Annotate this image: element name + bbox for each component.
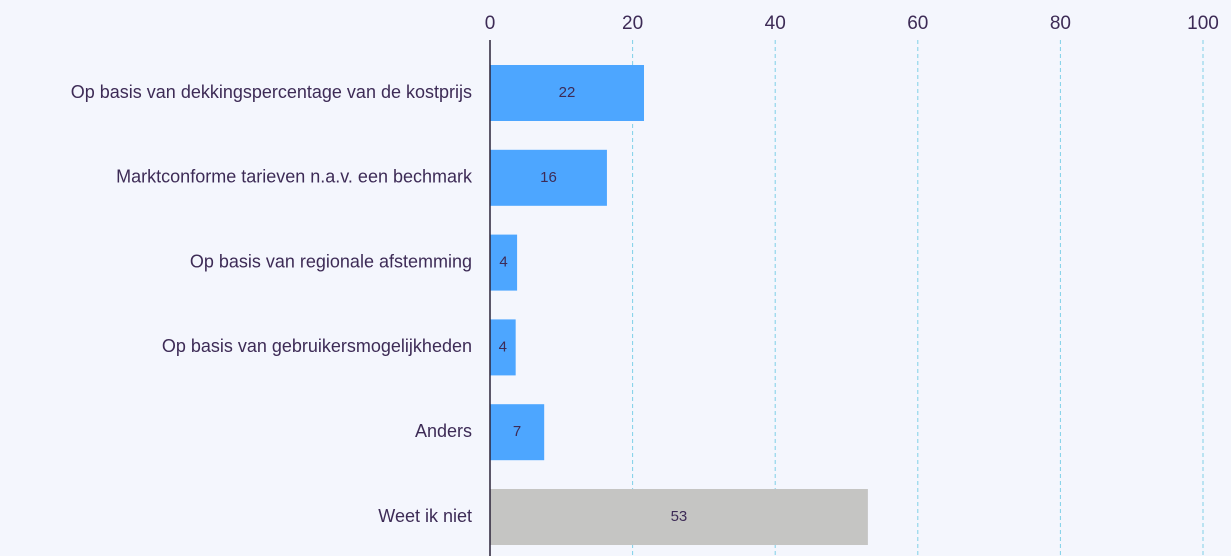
y-tick-label: Anders — [415, 421, 472, 441]
data-label: 53 — [671, 508, 688, 525]
x-tick-label: 100 — [1187, 13, 1219, 34]
bar — [490, 404, 545, 461]
data-label: 22 — [559, 84, 576, 101]
y-tick-label: Weet ik niet — [378, 506, 472, 526]
bar — [490, 489, 868, 545]
data-label: 16 — [540, 169, 557, 186]
y-tick-label: Op basis van dekkingspercentage van de k… — [71, 82, 472, 102]
data-label: 4 — [499, 254, 507, 271]
data-label: 7 — [513, 423, 521, 440]
y-tick-label: Marktconforme tarieven n.a.v. een bechma… — [116, 167, 473, 187]
x-tick-label: 60 — [907, 13, 928, 34]
x-tick-label: 20 — [622, 13, 643, 34]
bar — [490, 149, 607, 206]
data-label: 4 — [499, 338, 507, 355]
bar — [490, 234, 518, 291]
y-tick-label: Op basis van gebruikersmogelijkheden — [162, 336, 472, 356]
bar — [490, 319, 516, 376]
y-tick-label: Op basis van regionale afstemming — [190, 251, 472, 271]
x-tick-label: 0 — [485, 13, 496, 34]
bar — [490, 65, 645, 121]
x-tick-label: 40 — [765, 13, 786, 34]
x-tick-label: 80 — [1050, 13, 1071, 34]
